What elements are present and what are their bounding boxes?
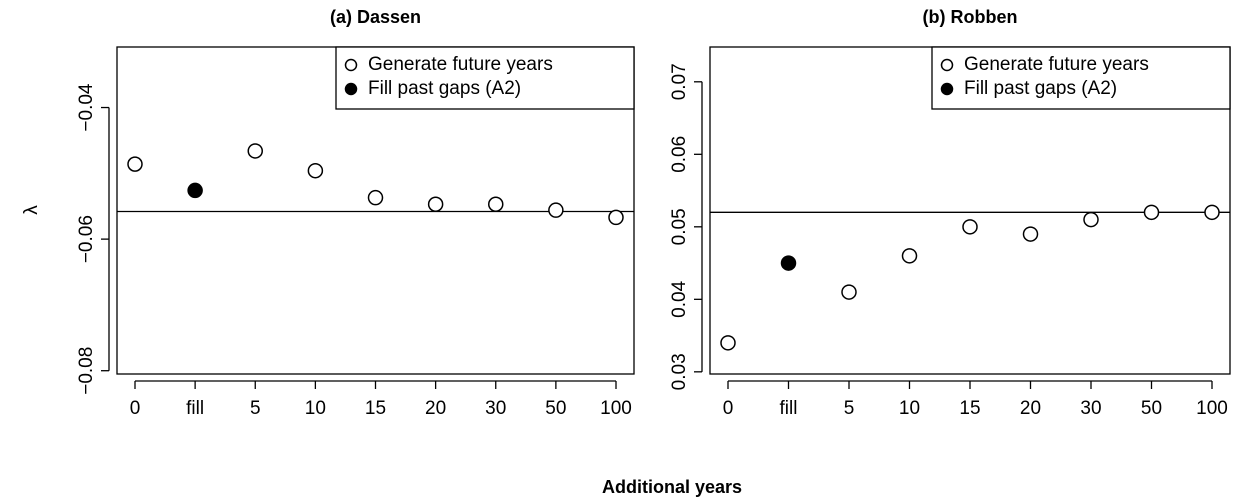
y-tick-label: 0.03 bbox=[669, 353, 690, 390]
point bbox=[1143, 204, 1160, 221]
x-axis-label: Additional years bbox=[602, 477, 742, 497]
x-tick-label: fill bbox=[780, 398, 798, 419]
point bbox=[1083, 211, 1099, 228]
x-tick-label: 30 bbox=[485, 398, 506, 419]
x-tick-label: 100 bbox=[600, 398, 632, 419]
x-tick-label: 5 bbox=[844, 398, 855, 419]
x-tick-label: fill bbox=[186, 398, 204, 419]
y-tick-label: 0.05 bbox=[669, 208, 690, 245]
x-tick-label: 30 bbox=[1080, 398, 1101, 419]
legend-label: Fill past gaps (A2) bbox=[368, 78, 521, 99]
point bbox=[841, 284, 857, 300]
x-tick-label: 15 bbox=[365, 398, 386, 419]
x-tick-label: 20 bbox=[1020, 398, 1041, 419]
point bbox=[1204, 204, 1220, 221]
x-tick-label: 50 bbox=[1141, 398, 1162, 419]
legend-label: Fill past gaps (A2) bbox=[964, 78, 1117, 99]
point bbox=[901, 248, 918, 264]
y-tick-label: −0.04 bbox=[76, 83, 97, 132]
point bbox=[307, 162, 324, 179]
x-tick-label: 10 bbox=[305, 398, 326, 419]
chart-title: (b) Robben bbox=[923, 7, 1018, 27]
point bbox=[962, 219, 978, 235]
chart-title: (a) Dassen bbox=[330, 7, 421, 27]
x-tick-label: 100 bbox=[1196, 398, 1228, 419]
y-tick-label: −0.08 bbox=[76, 347, 97, 395]
point bbox=[427, 196, 444, 212]
point bbox=[1022, 226, 1039, 242]
legend-marker bbox=[940, 82, 954, 96]
point bbox=[780, 255, 797, 271]
x-tick-label: 10 bbox=[899, 398, 920, 419]
point bbox=[247, 143, 263, 159]
legend-label: Generate future years bbox=[964, 54, 1149, 75]
point bbox=[720, 335, 736, 351]
y-tick-label: −0.06 bbox=[76, 215, 97, 263]
x-tick-label: 0 bbox=[723, 398, 734, 419]
y-tick-label: 0.07 bbox=[669, 63, 690, 100]
legend-marker bbox=[344, 82, 358, 96]
y-tick-label: 0.04 bbox=[669, 280, 690, 317]
legend-box bbox=[931, 46, 1231, 110]
x-tick-label: 20 bbox=[425, 398, 446, 419]
legend-marker bbox=[940, 58, 954, 72]
point bbox=[367, 189, 384, 206]
x-tick-label: 50 bbox=[545, 398, 566, 419]
legend-marker bbox=[344, 58, 358, 72]
point bbox=[187, 182, 203, 199]
y-tick-label: 0.06 bbox=[669, 136, 690, 173]
point bbox=[488, 196, 504, 212]
x-tick-label: 0 bbox=[130, 398, 141, 419]
y-axis-label: λ bbox=[21, 205, 42, 215]
legend-box bbox=[335, 46, 635, 110]
point bbox=[608, 209, 624, 226]
legend-label: Generate future years bbox=[368, 54, 553, 75]
x-tick-label: 5 bbox=[250, 398, 261, 419]
point bbox=[127, 156, 143, 172]
x-tick-label: 15 bbox=[959, 398, 980, 419]
point bbox=[548, 202, 564, 218]
